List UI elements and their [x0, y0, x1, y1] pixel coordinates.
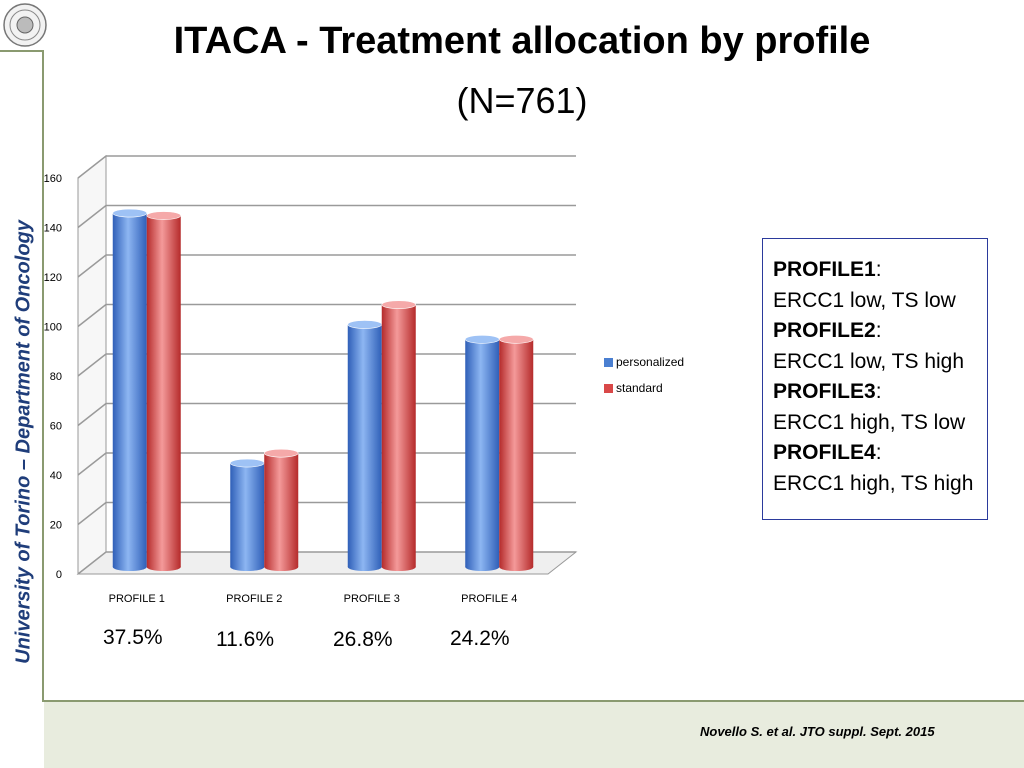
bar-personalized [465, 339, 500, 567]
percent-label-profile-4: 24.2% [450, 627, 510, 650]
bar-base-standard [499, 563, 534, 571]
percent-label-profile-3: 26.8% [333, 628, 393, 651]
x-tick-label: PROFILE 2 [226, 593, 282, 605]
bar-personalized [112, 213, 147, 567]
y-tick-label: 20 [50, 520, 62, 532]
bar-standard [264, 453, 299, 567]
citation: Novello S. et al. JTO suppl. Sept. 2015 [700, 724, 935, 739]
footer-band [44, 700, 1024, 768]
y-tick-label: 100 [44, 322, 62, 334]
bar-base-standard [381, 563, 416, 571]
gridline [77, 155, 576, 179]
chart-grid [76, 154, 578, 576]
university-seal-icon [3, 3, 47, 47]
y-tick-label: 140 [44, 223, 62, 235]
bar-top-standard [381, 300, 417, 309]
gridline [77, 254, 576, 278]
percent-label-profile-2: 11.6% [216, 628, 274, 651]
profile-definition-4: PROFILE4: [773, 441, 882, 464]
y-tick-label: 120 [44, 272, 62, 284]
chart-legend: personalized standard [604, 355, 684, 395]
profile-definition-1-desc: ERCC1 low, TS low [773, 288, 956, 312]
bar-personalized [347, 324, 382, 567]
y-tick-label: 160 [44, 173, 62, 185]
y-tick-label: 60 [50, 421, 62, 433]
y-tick-label: 40 [50, 470, 62, 482]
x-tick-label: PROFILE 1 [109, 593, 165, 605]
gridline [77, 402, 576, 427]
bar-top-personalized [112, 208, 148, 218]
bar-top-standard [498, 335, 534, 344]
bar-top-personalized [464, 335, 500, 344]
profile-definition-1: PROFILE1: [773, 258, 882, 281]
y-tick-label: 0 [56, 569, 62, 581]
bar-top-personalized [347, 320, 383, 329]
profile-definition-3: PROFILE3: [773, 380, 882, 403]
legend-label-standard: standard [616, 381, 663, 395]
x-tick-label: PROFILE 4 [461, 593, 517, 605]
bar-base-personalized [230, 563, 265, 571]
bar-top-standard [146, 211, 182, 220]
bar-standard [381, 304, 416, 567]
bar-base-personalized [112, 563, 147, 571]
profile-definition-2: PROFILE2: [773, 319, 882, 342]
legend-label-personalized: personalized [616, 355, 684, 369]
gridline [77, 551, 576, 575]
bar-standard [499, 339, 534, 567]
bar-base-standard [264, 563, 299, 571]
legend-swatch-personalized [604, 358, 613, 367]
bar-personalized [230, 463, 265, 567]
sidebar-frame: University of Torino – Department of Onc… [0, 50, 44, 702]
y-tick-label: 80 [50, 371, 62, 383]
legend-swatch-standard [604, 384, 613, 393]
profile-definition-3-desc: ERCC1 high, TS low [773, 410, 966, 434]
x-tick-label: PROFILE 3 [344, 593, 400, 605]
profile-definitions-box: PROFILE1: ERCC1 low, TS low PROFILE2: ER… [762, 238, 988, 520]
gridline [77, 204, 576, 229]
page-title: ITACA - Treatment allocation by profile [173, 20, 871, 62]
bar-standard [146, 215, 181, 568]
profile-definition-2-desc: ERCC1 low, TS high [773, 349, 965, 373]
gridline [77, 303, 576, 328]
bar-base-personalized [465, 563, 500, 571]
percent-label-profile-1: 37.5% [103, 626, 163, 649]
page-subtitle: (N=761) [456, 80, 588, 121]
gridline [77, 452, 576, 476]
bar-top-standard [263, 448, 299, 458]
bar-base-personalized [347, 563, 382, 571]
chart-bars [112, 208, 534, 571]
gridline [77, 501, 576, 526]
bar-chart: 0 20 40 60 80 100 120 140 160 PROFILE 1 PROFILE 2 P… [44, 154, 684, 605]
chart-labels: 0 20 40 60 80 100 120 140 160 PROFILE 1 PROFILE 2 P… [44, 173, 518, 605]
profile-definition-4-desc: ERCC1 high, TS high [773, 471, 974, 495]
gridline [77, 353, 576, 377]
bar-base-standard [146, 563, 181, 571]
bar-top-personalized [229, 458, 265, 468]
